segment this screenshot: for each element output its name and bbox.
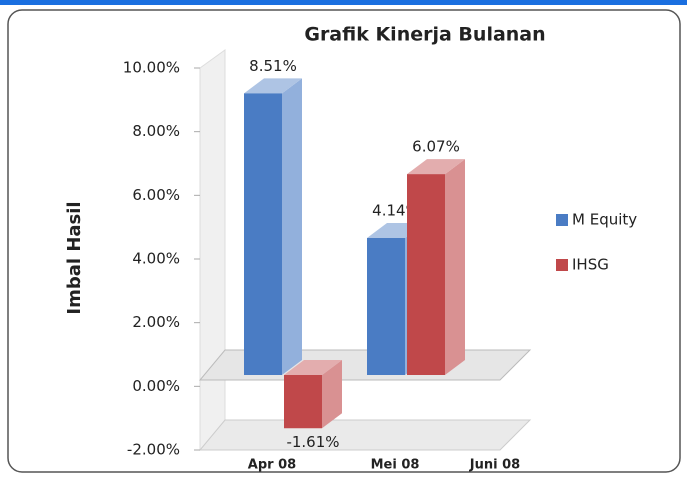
bar-face [367,237,405,375]
bar [407,159,465,375]
y-tick-label: 0.00% [132,377,180,395]
top-bar [0,0,687,5]
y-tick-label: 10.00% [123,59,180,77]
y-tick-label: 2.00% [132,313,180,331]
bar-face [244,78,302,94]
y-tick-label: 6.00% [132,186,180,204]
value-label: 6.07% [412,138,460,156]
legend-label: M Equity [572,211,637,229]
legend-swatch [556,259,568,271]
value-label: 8.51% [249,57,297,75]
y-tick-label: 8.00% [132,122,180,140]
bar-face [284,360,342,375]
bar-face [322,360,342,429]
bar-face [244,93,282,375]
frame [7,9,681,473]
side-wall [199,49,226,452]
y-axis-label: Imbal Hasil [64,201,85,314]
y-tick-label: -2.00% [127,441,180,459]
legend-label: IHSG [572,256,609,274]
x-tick-label: Juni 08 [469,458,520,473]
bar-face [284,375,322,429]
floor-bottom [198,419,532,451]
y-tick-label: 4.00% [132,250,180,268]
x-tick-label: Mei 08 [371,458,420,473]
x-tick-label: Apr 08 [248,458,296,473]
bar-face [407,174,445,375]
bar [244,78,302,375]
value-label: -1.61% [286,433,339,451]
bar [284,360,342,429]
legend-swatch [556,214,568,226]
chart-title: Grafik Kinerja Bulanan [304,24,545,46]
bar-face [445,159,465,375]
bar-face [407,159,465,175]
bar-face [282,78,302,375]
